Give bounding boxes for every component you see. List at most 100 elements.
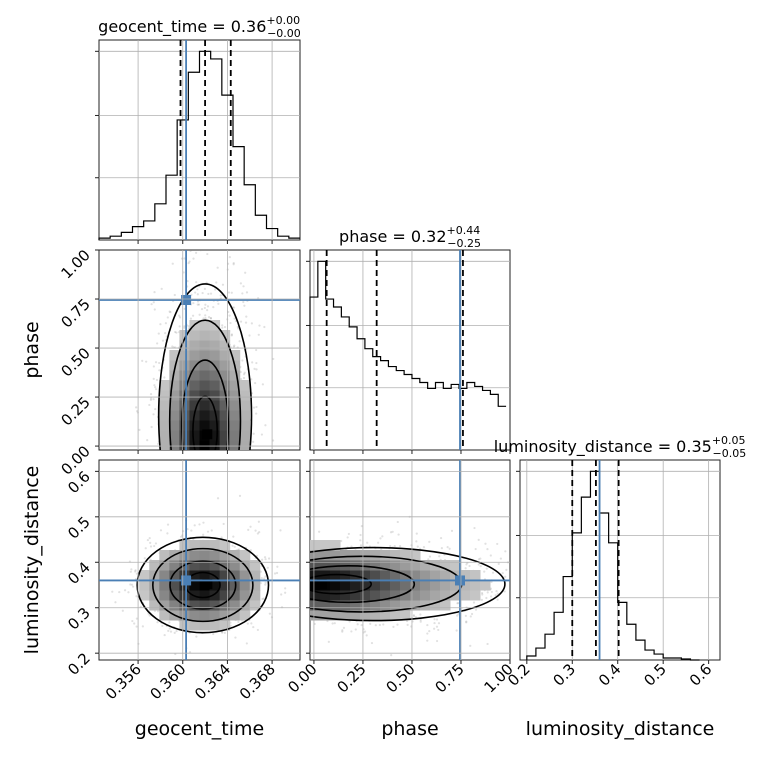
density-cell bbox=[209, 330, 221, 341]
density-cell bbox=[189, 350, 200, 361]
sample-point bbox=[250, 322, 253, 325]
sample-point bbox=[437, 628, 440, 632]
sample-point bbox=[173, 293, 176, 297]
sample-point bbox=[239, 282, 242, 285]
density-cell bbox=[209, 580, 221, 591]
sample-point bbox=[457, 601, 460, 605]
sample-point bbox=[248, 334, 251, 337]
sample-point bbox=[114, 601, 117, 604]
density-cell bbox=[410, 600, 421, 611]
sample-point bbox=[365, 634, 368, 637]
contour-level-1 bbox=[169, 560, 237, 610]
sample-point bbox=[232, 535, 235, 538]
sample-point bbox=[148, 537, 151, 540]
sample-point bbox=[212, 306, 215, 309]
density-cell bbox=[209, 550, 221, 561]
sample-point bbox=[138, 428, 141, 431]
density-cell bbox=[159, 590, 170, 601]
density-cell bbox=[430, 600, 441, 611]
sample-point bbox=[249, 525, 252, 528]
sample-point bbox=[202, 317, 205, 320]
sample-point bbox=[356, 623, 359, 626]
sample-point bbox=[193, 524, 196, 527]
density-cell bbox=[189, 560, 200, 571]
title-main: phase = 0.32 bbox=[339, 227, 446, 246]
sample-point bbox=[486, 642, 489, 646]
density-cell bbox=[199, 540, 211, 551]
sample-point bbox=[474, 608, 478, 611]
sample-point bbox=[229, 321, 232, 325]
sample-point bbox=[200, 307, 204, 311]
sample-point bbox=[433, 621, 436, 625]
sample-point bbox=[455, 629, 458, 632]
density-cell bbox=[400, 550, 411, 561]
y-tick-label: 1.00 bbox=[57, 246, 93, 282]
sample-point bbox=[456, 602, 459, 605]
sample-point bbox=[204, 314, 207, 317]
sample-point bbox=[382, 623, 385, 626]
sample-point bbox=[203, 287, 206, 290]
density-cell bbox=[229, 430, 241, 441]
density-cell bbox=[219, 380, 231, 391]
sample-point bbox=[438, 555, 441, 558]
hist-geocent_time-frame bbox=[98, 39, 301, 241]
density-cell bbox=[420, 570, 431, 581]
density-cell bbox=[219, 420, 231, 431]
density-cell bbox=[380, 550, 391, 561]
density-cell bbox=[310, 610, 321, 621]
density-cell bbox=[189, 600, 200, 611]
panel-geocent_time-vs-phase-gridlines bbox=[99, 250, 300, 450]
sample-point bbox=[341, 629, 344, 632]
density-cell bbox=[199, 330, 211, 341]
sample-point bbox=[158, 369, 161, 372]
sample-point bbox=[195, 635, 198, 638]
sample-point bbox=[230, 334, 233, 337]
density-cell bbox=[330, 540, 341, 551]
density-cell bbox=[239, 420, 251, 431]
density-cell bbox=[229, 570, 241, 581]
sample-point bbox=[428, 540, 431, 543]
sample-point bbox=[486, 591, 489, 594]
sample-point bbox=[232, 262, 235, 265]
sample-point bbox=[440, 547, 443, 550]
sample-point bbox=[261, 558, 264, 561]
contours bbox=[136, 536, 270, 634]
density-cell bbox=[380, 580, 391, 591]
density-cell bbox=[189, 540, 200, 551]
density-cell bbox=[390, 570, 401, 581]
density-cell bbox=[219, 370, 231, 381]
y-axis-label: phase bbox=[21, 321, 43, 378]
density-cell bbox=[340, 590, 351, 601]
sample-point bbox=[194, 291, 197, 294]
sample-point bbox=[419, 618, 422, 622]
sample-point bbox=[123, 589, 127, 592]
density-cell bbox=[380, 600, 391, 611]
sample-point bbox=[393, 544, 396, 548]
sample-point bbox=[207, 316, 211, 319]
density-cell bbox=[209, 440, 221, 450]
density-cell bbox=[219, 360, 231, 371]
y-axis-label: luminosity_distance bbox=[21, 466, 43, 655]
title-upper: +0.44 bbox=[447, 224, 481, 237]
density-cell bbox=[209, 430, 221, 441]
sample-point bbox=[168, 621, 171, 624]
hist-luminosity_distance-frame bbox=[519, 459, 721, 661]
sample-point bbox=[190, 529, 193, 532]
sample-point bbox=[206, 308, 209, 312]
density-cell bbox=[199, 550, 211, 561]
sample-point bbox=[263, 325, 266, 329]
density-cell bbox=[139, 590, 150, 601]
sample-point bbox=[195, 281, 198, 284]
density-cell bbox=[239, 550, 251, 561]
sample-point bbox=[187, 262, 190, 265]
sample-point bbox=[167, 629, 170, 632]
density-cell bbox=[219, 390, 231, 401]
sample-point bbox=[149, 541, 152, 544]
sample-point bbox=[154, 542, 158, 545]
sample-point bbox=[426, 632, 429, 635]
sample-point bbox=[457, 613, 460, 616]
density-cell bbox=[159, 440, 170, 450]
contour-level-2 bbox=[152, 547, 254, 623]
sample-point bbox=[130, 568, 133, 571]
sample-point bbox=[175, 629, 178, 633]
